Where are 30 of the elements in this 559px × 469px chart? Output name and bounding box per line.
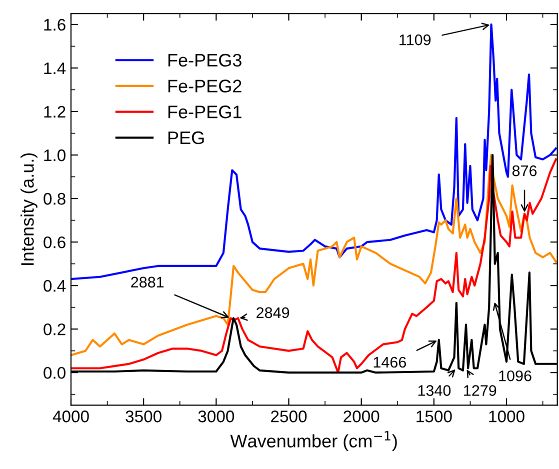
y-tick-label: 0.0: [44, 366, 66, 379]
x-tick-label: 2500: [271, 410, 307, 422]
annotation: 2881: [131, 276, 164, 288]
x-tick-label: 1500: [416, 410, 452, 422]
y-tick-label: 1.0: [44, 149, 66, 162]
y-tick-label: 0.2: [44, 323, 66, 336]
legend-label: PEG: [168, 131, 204, 144]
legend-label: Fe-PEG1: [168, 106, 242, 118]
y-tick-label: 0.8: [44, 192, 66, 205]
y-tick-label: 1.4: [44, 62, 66, 74]
legend-label: Fe-PEG3: [168, 54, 242, 67]
annotation: 1340: [418, 385, 451, 396]
y-tick-label: 0.6: [44, 236, 66, 248]
annotation: 1279: [464, 385, 496, 396]
y-tick-label: 1.2: [44, 106, 66, 118]
y-axis-title: Intensity (a.u.): [20, 153, 38, 265]
x-tick-label: 3500: [126, 410, 162, 422]
annotation: 2849: [256, 307, 290, 318]
x-tick-label: 1000: [489, 410, 524, 422]
y-tick-label: 0.4: [44, 280, 66, 292]
annotation: 1109: [400, 34, 431, 46]
y-tick-label: 1.6: [44, 18, 66, 31]
annotation: 1466: [374, 356, 406, 368]
x-tick-label: 2000: [344, 410, 380, 422]
x-tick-label: 4000: [52, 410, 89, 422]
annotation: 1096: [499, 370, 532, 382]
annotation: 876: [512, 165, 537, 176]
x-axis-title: Wavenumber (cm$^{−1}$): [230, 431, 397, 452]
legend-label: Fe-PEG2: [168, 80, 242, 92]
x-tick-label: 3000: [198, 410, 234, 422]
